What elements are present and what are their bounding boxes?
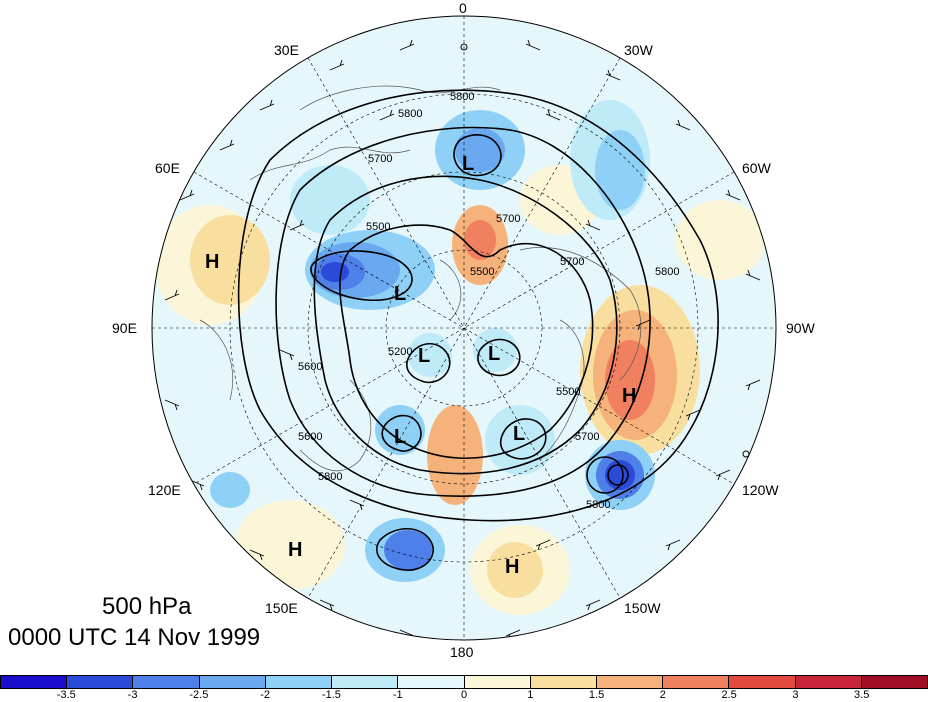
longitude-label-180: 180 — [450, 644, 474, 660]
contour-label: 5700 — [496, 213, 520, 225]
colorbar-swatch — [861, 676, 928, 688]
north-pole-marker — [460, 43, 468, 51]
valid-time-caption: 0000 UTC 14 Nov 1999 — [8, 624, 261, 651]
colorbar-tick-label: -3.5 — [56, 689, 76, 701]
colorbar-swatch — [332, 676, 399, 688]
low-center-label: L — [462, 153, 474, 175]
colorbar-swatch — [729, 676, 796, 688]
longitude-label-150w: 150W — [624, 600, 661, 616]
low-center-label: L — [418, 345, 430, 367]
colorbar-tick-label: -2.5 — [189, 689, 209, 701]
longitude-label-60e: 60E — [155, 160, 180, 176]
longitude-label-0: 0 — [459, 0, 467, 16]
longitude-label-30w: 30W — [624, 42, 653, 58]
high-center-label: H — [288, 539, 302, 561]
map-border — [151, 15, 777, 641]
low-center-label: L — [394, 426, 406, 448]
colorbar-tick-label: 1 — [527, 689, 534, 701]
colorbar-tick-label: -1 — [392, 689, 403, 701]
colorbar-tick-label: 2.5 — [721, 689, 737, 701]
contour-label: 5700 — [575, 431, 599, 443]
coastlines — [199, 85, 642, 472]
pressure-centers: L L L L L L H H H H — [205, 153, 636, 578]
contour-label: 5800 — [318, 471, 342, 483]
contour-label: 5800 — [398, 108, 422, 120]
colorbar-swatch — [133, 676, 200, 688]
colorbar-swatch — [398, 676, 465, 688]
colorbar-tick-label: 1.5 — [588, 689, 605, 701]
contour-label: 5500 — [556, 386, 580, 398]
colorbar-tick-label: -2 — [260, 689, 271, 701]
contour-label: 5800 — [586, 499, 610, 511]
longitude-label-30e: 30E — [274, 42, 299, 58]
contour-label: 5500 — [366, 221, 390, 233]
contour-label: 5600 — [298, 361, 322, 373]
colorbar-tick-label: 2 — [659, 689, 666, 701]
colorbar-swatch — [67, 676, 134, 688]
longitude-label-90e: 90E — [112, 320, 137, 336]
contour-label: 5800 — [655, 266, 679, 278]
colorbar-tick-label: -3 — [127, 689, 138, 701]
colorbar-tick-label: 3 — [792, 689, 799, 701]
colorbar-swatch — [199, 676, 266, 688]
station-marker — [742, 450, 750, 458]
colorbar-swatch — [1, 676, 68, 688]
polar-map: 5800 5800 5700 5700 5500 5500 5200 5600 … — [151, 15, 777, 641]
contour-label: 5600 — [298, 431, 322, 443]
low-center-label: L — [513, 423, 525, 445]
contour-label-group: 5800 5800 5700 5700 5500 5500 5200 5600 … — [298, 91, 679, 511]
contour-label: 5500 — [470, 266, 494, 278]
wind-barbs — [164, 39, 761, 640]
longitude-label-150e: 150E — [265, 600, 298, 616]
colorbar-tick-label: 0 — [460, 689, 468, 701]
colorbar-tick-label: -1.5 — [321, 689, 341, 701]
colorbar-swatch — [265, 676, 333, 688]
contour-label: 5700 — [368, 153, 392, 165]
colorbar-swatch — [663, 676, 730, 688]
high-center-label: H — [622, 385, 636, 407]
contour-label: 5700 — [560, 256, 584, 268]
high-center-label: H — [505, 556, 519, 578]
longitude-label-120e: 120E — [148, 482, 181, 498]
pressure-level-caption: 500 hPa — [102, 593, 192, 620]
colorbar — [0, 675, 928, 689]
height-contours — [237, 89, 719, 571]
contour-label: 5800 — [450, 91, 474, 103]
high-center-label: H — [205, 251, 219, 273]
colorbar-swatch — [530, 676, 597, 688]
colorbar-tick-label: 3.5 — [854, 689, 870, 701]
contour-label: 5200 — [388, 346, 412, 358]
colorbar-swatch — [464, 676, 531, 688]
colorbar-swatch — [596, 676, 664, 688]
longitude-label-60w: 60W — [742, 160, 771, 176]
longitude-label-90w: 90W — [786, 320, 815, 336]
low-center-label: L — [488, 343, 500, 365]
low-center-label: L — [394, 283, 406, 305]
longitude-label-120w: 120W — [742, 482, 779, 498]
colorbar-swatch — [795, 676, 862, 688]
